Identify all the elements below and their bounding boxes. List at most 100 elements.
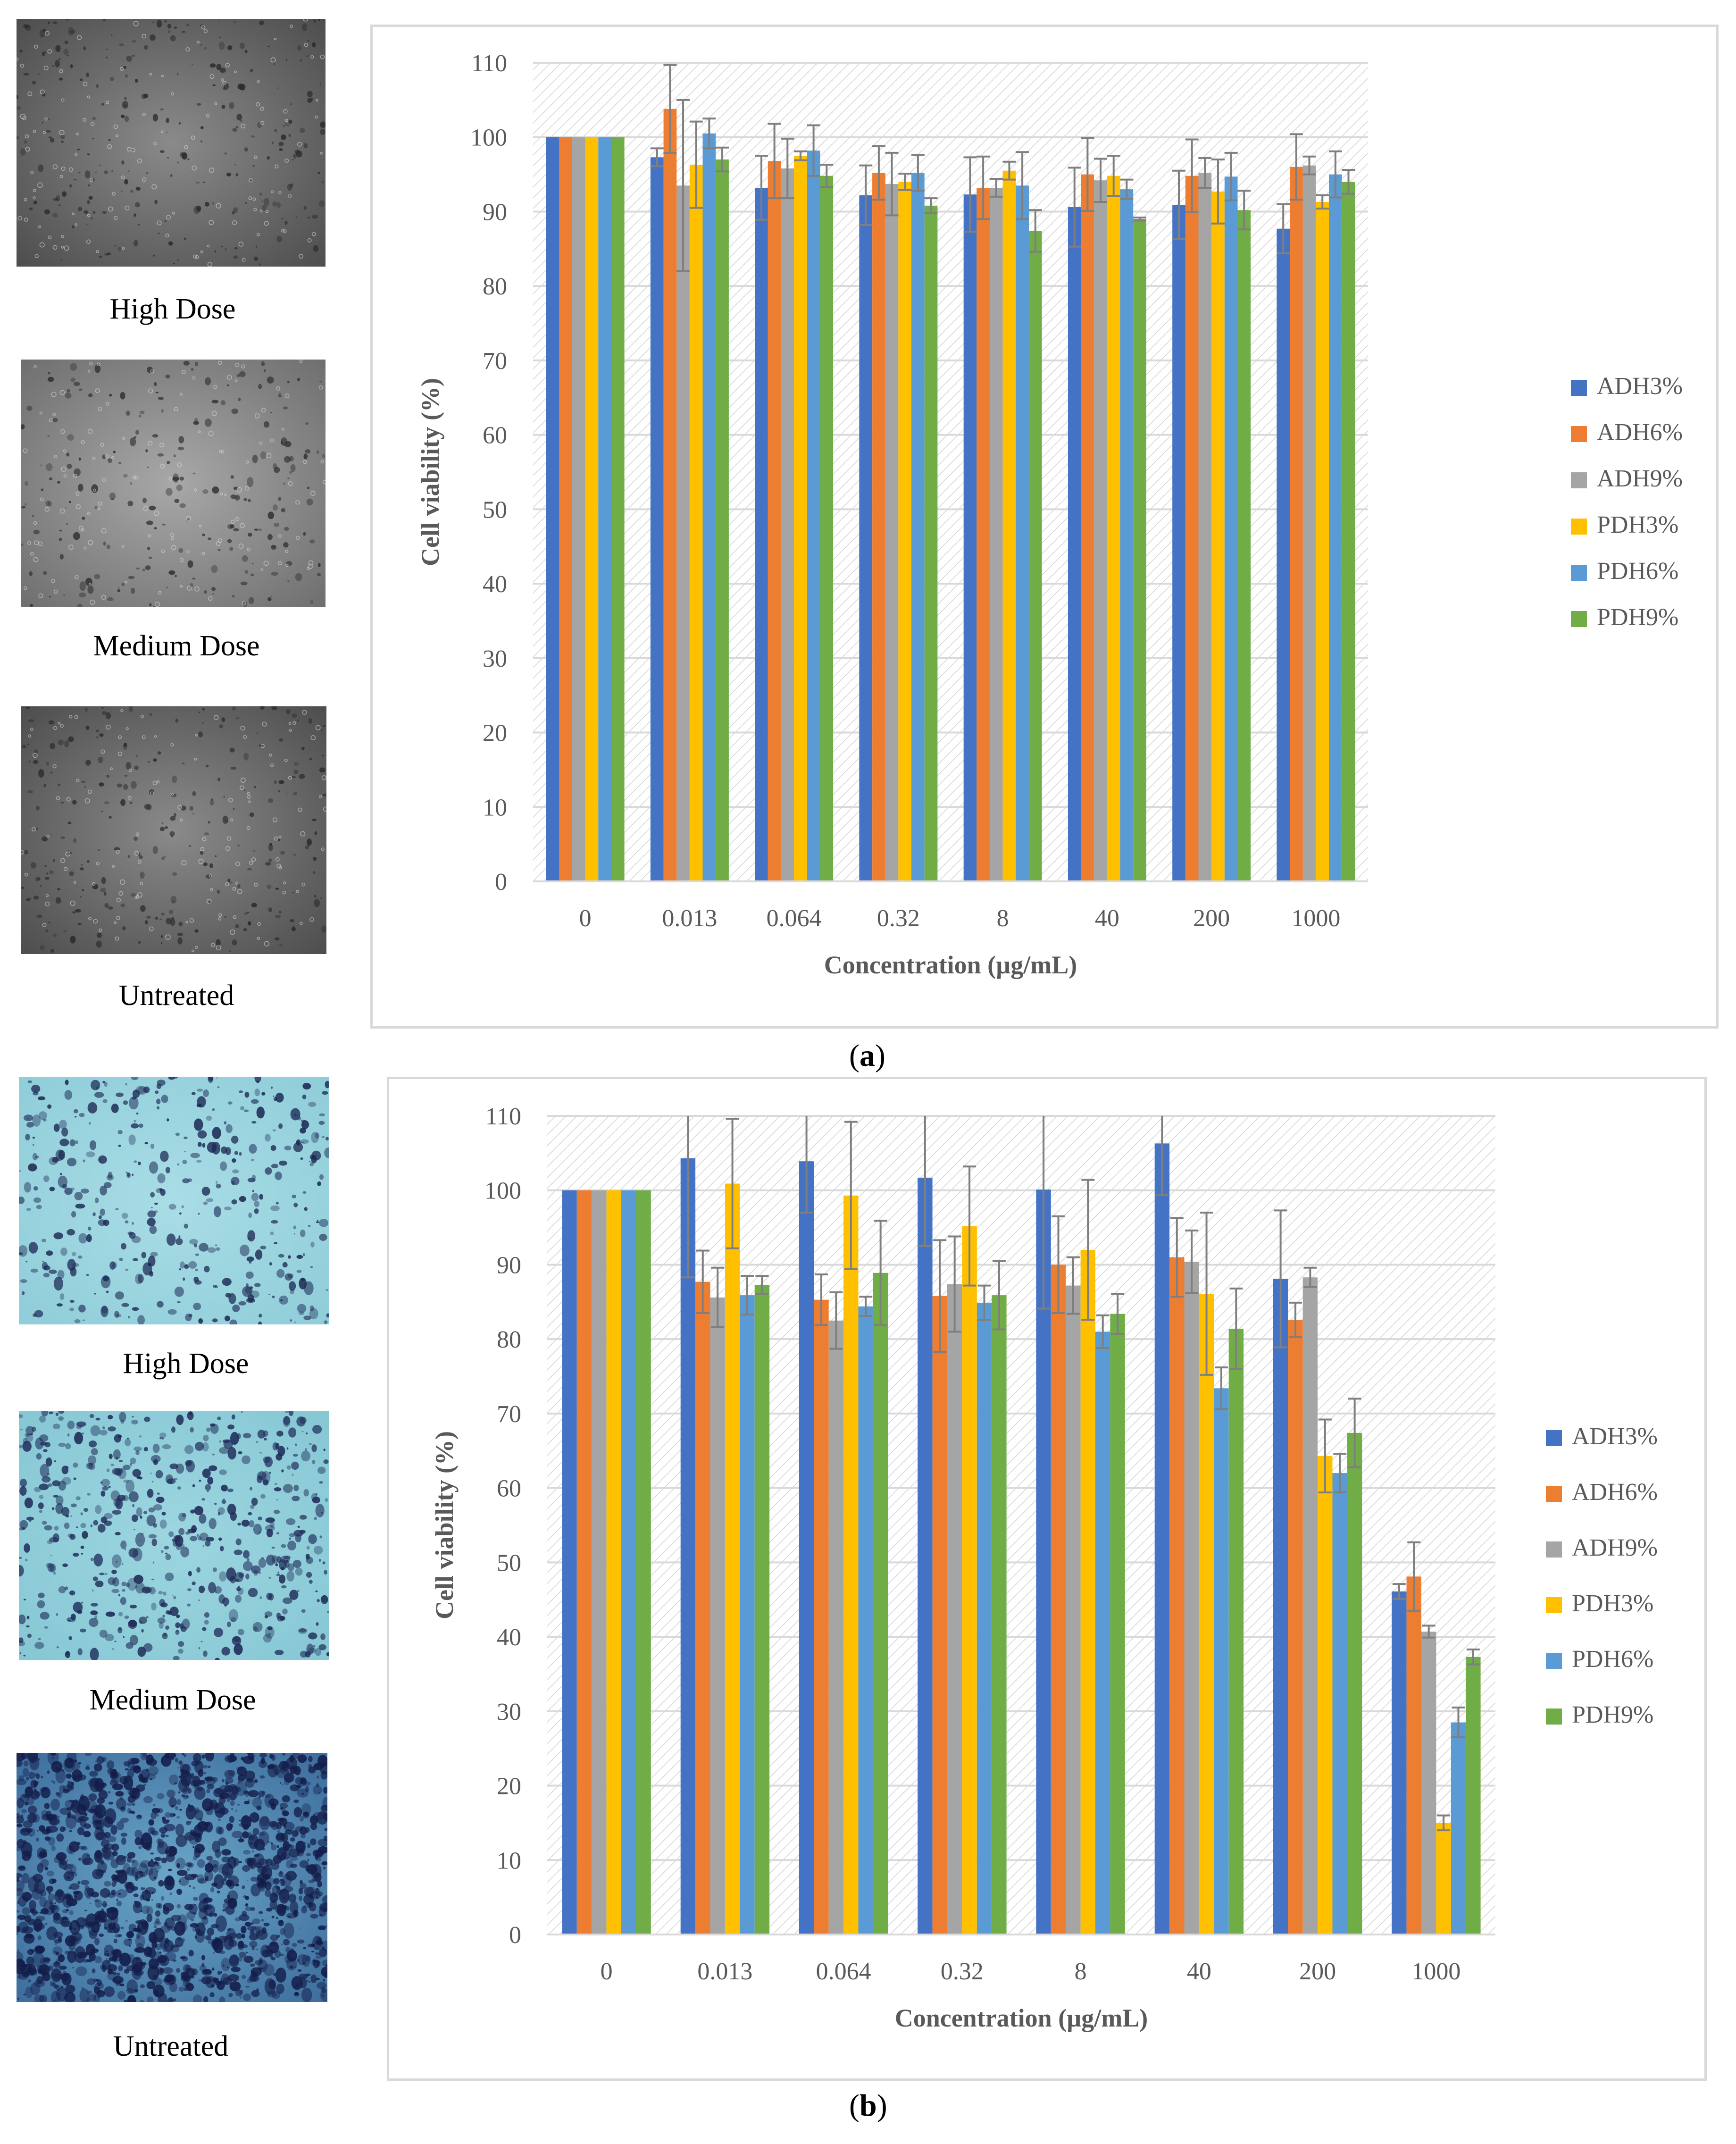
cb-legend-label: ADH9% xyxy=(1572,1534,1658,1561)
cb-error-bar xyxy=(1407,1541,1421,1612)
ca-y-tick-label: 40 xyxy=(483,571,507,598)
cb-bar-PDH9pct-8 xyxy=(1110,1314,1125,1935)
ca-bar-PDH6pct-0 xyxy=(598,137,611,882)
ca-error-bar xyxy=(1237,190,1251,231)
cb-error-bar xyxy=(1466,1648,1480,1666)
ca-error-bar xyxy=(1277,203,1290,254)
ca-legend-item-ADH3pct: ADH3% xyxy=(1571,373,1683,400)
ca-legend-swatch xyxy=(1571,565,1587,581)
ca-x-axis-title: Concentration (µg/mL) xyxy=(824,951,1077,979)
cb-bar-PDH9pct-40 xyxy=(1228,1329,1244,1935)
ca-error-bar xyxy=(1028,209,1042,253)
cb-legend-swatch xyxy=(1546,1708,1562,1725)
ca-legend-item-PDH9pct: PDH9% xyxy=(1571,604,1678,631)
cb-bar-PDH9pct-0.064 xyxy=(873,1273,888,1935)
cb-error-bar xyxy=(1274,1209,1287,1348)
ca-error-bar xyxy=(1342,169,1355,195)
ca-bar-PDH3pct-0.064 xyxy=(794,156,807,882)
cb-legend-swatch xyxy=(1546,1486,1562,1502)
ca-error-bar xyxy=(1068,167,1081,248)
ca-legend-swatch xyxy=(1571,380,1587,396)
cb-bar-PDH6pct-0.013 xyxy=(740,1295,755,1935)
ca-y-tick-label: 80 xyxy=(483,273,507,300)
cb-x-tick-label: 0.013 xyxy=(697,1958,752,1985)
cb-legend-swatch xyxy=(1546,1653,1562,1669)
cb-bar-PDH9pct-0.013 xyxy=(754,1285,770,1935)
ca-bar-ADH6pct-0.32 xyxy=(872,173,885,881)
ca-x-tick-label: 0 xyxy=(579,905,592,932)
cb-error-bar xyxy=(1066,1256,1080,1315)
cb-error-bar xyxy=(726,1118,739,1249)
cb-error-bar xyxy=(1155,1116,1169,1196)
cb-bar-ADH9pct-0 xyxy=(592,1190,607,1935)
cb-bar-PDH3pct-0.013 xyxy=(725,1183,740,1935)
ca-x-tick-label: 0.32 xyxy=(877,905,920,932)
micrograph-b-untreated-caption: Untreated xyxy=(113,2030,229,2062)
ca-legend-swatch xyxy=(1571,426,1587,442)
ca-legend-label: PDH9% xyxy=(1597,604,1678,631)
ca-error-bar xyxy=(885,151,899,217)
panel-label-b-open: ( xyxy=(849,2088,860,2123)
ca-x-tick-label: 0.013 xyxy=(662,905,717,932)
cb-bar-PDH6pct-8 xyxy=(1095,1332,1110,1935)
micrograph-a-high-dose xyxy=(17,19,326,267)
panel-label-b-letter: b xyxy=(859,2088,877,2123)
cb-legend-item-PDH3pct: PDH3% xyxy=(1546,1590,1653,1617)
ca-bar-ADH9pct-0.064 xyxy=(781,168,794,881)
panel-label-a-letter: a xyxy=(859,1038,875,1073)
chart-b: 0 10 20 30 40 50 60 70 80 90 100 110 0 0.013 0.064 0.32… xyxy=(430,1103,1658,2032)
ca-error-bar xyxy=(859,164,873,226)
cb-error-bar xyxy=(1289,1301,1302,1338)
ca-bar-ADH3pct-200 xyxy=(1172,205,1185,881)
cb-error-bar xyxy=(992,1260,1006,1331)
ca-bar-PDH6pct-40 xyxy=(1120,189,1134,882)
cb-bar-PDH9pct-200 xyxy=(1347,1432,1362,1935)
cb-bar-PDH6pct-0 xyxy=(621,1190,636,1935)
ca-bar-PDH3pct-200 xyxy=(1211,191,1225,881)
cb-bar-PDH6pct-40 xyxy=(1214,1388,1229,1935)
cb-bar-ADH6pct-0.013 xyxy=(695,1281,710,1935)
cb-y-tick-label: 60 xyxy=(497,1475,521,1502)
cb-y-tick-label: 0 xyxy=(509,1922,521,1949)
ca-y-tick-label: 20 xyxy=(483,720,507,747)
ca-y-tick-label: 110 xyxy=(471,50,507,77)
ca-error-bar xyxy=(963,156,977,233)
ca-error-bar xyxy=(872,145,885,201)
ca-bar-ADH6pct-0.064 xyxy=(768,161,781,882)
micrograph-b-high-dose xyxy=(19,1077,329,1324)
ca-error-bar xyxy=(976,155,990,220)
cb-error-bar xyxy=(1318,1418,1332,1494)
cb-error-bar xyxy=(1096,1314,1110,1349)
ca-bar-ADH3pct-1000 xyxy=(1277,228,1290,882)
cb-error-bar xyxy=(874,1220,887,1326)
cb-y-tick-label: 110 xyxy=(485,1103,521,1130)
cb-x-tick-label: 0.064 xyxy=(816,1958,871,1985)
panel-label-a-close: ) xyxy=(875,1038,885,1073)
ca-bar-PDH9pct-0.064 xyxy=(820,176,834,882)
ca-y-tick-label: 10 xyxy=(483,794,507,821)
cb-bar-PDH9pct-1000 xyxy=(1466,1657,1481,1935)
ca-bar-PDH9pct-40 xyxy=(1133,219,1146,882)
micrograph-a-high-dose-caption: High Dose xyxy=(109,293,236,325)
ca-error-bar xyxy=(716,146,729,173)
ca-error-bar xyxy=(754,155,768,221)
cb-bar-ADH3pct-0 xyxy=(562,1190,577,1935)
ca-bar-PDH3pct-8 xyxy=(1002,170,1016,882)
cb-error-bar xyxy=(1303,1266,1317,1288)
ca-bar-PDH9pct-8 xyxy=(1028,231,1042,881)
cb-error-bar xyxy=(711,1266,725,1328)
micrograph-b-medium-dose-caption: Medium Dose xyxy=(89,1684,256,1716)
micrograph-a-medium-dose-caption: Medium Dose xyxy=(93,630,260,662)
ca-error-bar xyxy=(924,197,938,214)
cb-error-bar xyxy=(1200,1212,1213,1376)
cb-legend-label: PDH9% xyxy=(1572,1701,1653,1728)
cb-error-bar xyxy=(1348,1398,1361,1468)
cb-error-bar xyxy=(1452,1706,1465,1739)
ca-bar-ADH9pct-200 xyxy=(1198,173,1212,881)
ca-bar-ADH3pct-0.32 xyxy=(859,195,873,881)
chart-a-frame: 0 10 20 30 40 50 60 70 80 90 100 110 0 0.013 0.064 0.32… xyxy=(370,25,1719,1029)
cb-bar-ADH6pct-1000 xyxy=(1406,1576,1421,1935)
panel-label-b-close: ) xyxy=(876,2088,887,2123)
ca-bar-PDH9pct-200 xyxy=(1237,210,1251,881)
cb-y-tick-label: 80 xyxy=(497,1326,521,1353)
